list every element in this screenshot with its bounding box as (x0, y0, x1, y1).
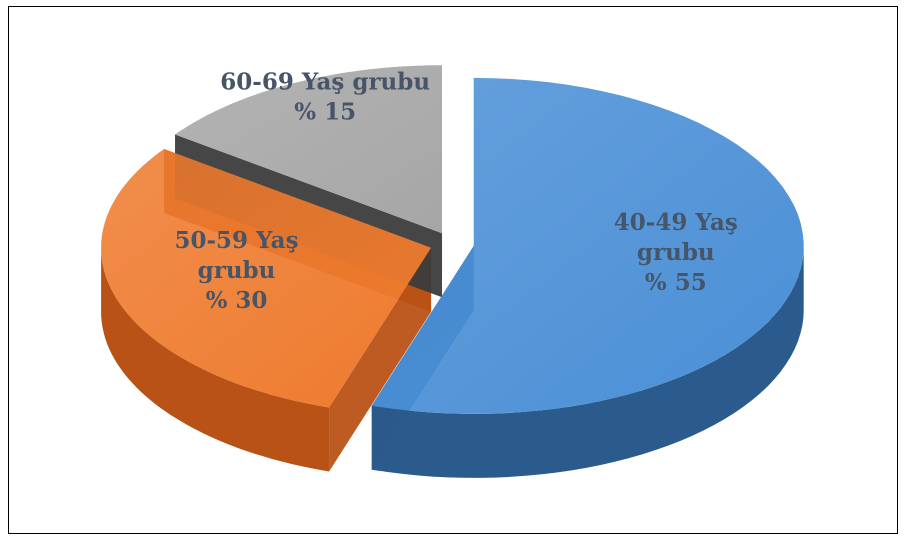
slice-60-69-ya-grubu (175, 65, 442, 234)
slice-label-50-59-ya-grubu-line-2: % 30 (206, 287, 268, 314)
slice-label-40-49-ya-grubu-line-1: grubu (637, 239, 715, 266)
slice-40-49-ya-grubu (371, 77, 804, 414)
slice-edge-50-59-ya-grubu-0 (329, 247, 432, 472)
slice-label-40-49-ya-grubu-line-2: % 55 (645, 269, 707, 296)
slice-50-59-ya-grubu (101, 149, 432, 408)
slice-label-50-59-ya-grubu-line-1: grubu (198, 257, 276, 284)
slice-label-60-69-ya-grubu-line-1: % 15 (294, 99, 356, 126)
slice-label-50-59-ya-grubu-line-0: 50-59 Yaş (174, 227, 298, 254)
slice-side-50-59-ya-grubu (101, 247, 330, 472)
slice-side-40-49-ya-grubu (371, 245, 804, 478)
slice-label-60-69-ya-grubu-line-0: 60-69 Yaş grubu (220, 69, 430, 96)
slice-label-40-49-ya-grubu-line-0: 40-49 Yaş (614, 209, 738, 236)
